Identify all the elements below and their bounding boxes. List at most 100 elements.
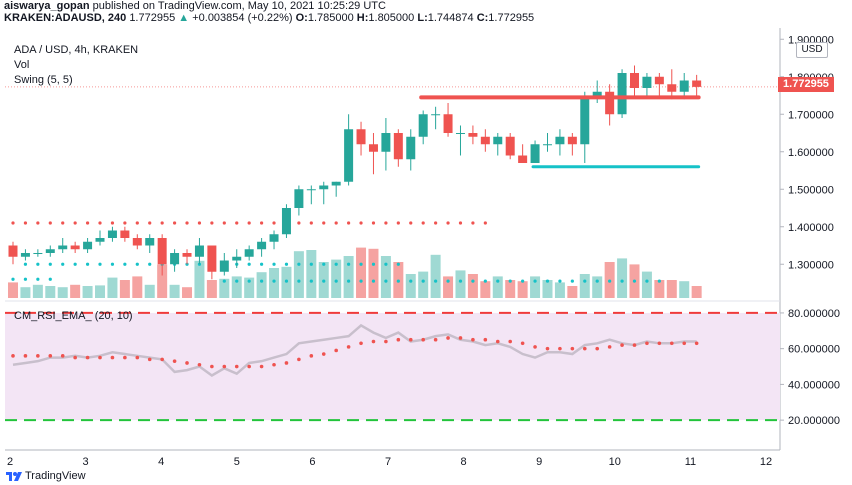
- candle-body: [368, 144, 378, 152]
- rsi-ema-dot: [346, 345, 351, 349]
- swing-high-dot: [172, 221, 177, 225]
- swing-low-dot: [73, 262, 77, 266]
- chart-svg[interactable]: 1.9000001.8000001.7000001.6000001.500000…: [0, 28, 852, 468]
- rsi-line: [12, 323, 697, 377]
- rsi-ema-dot: [284, 361, 289, 365]
- time-tick-label: 3: [83, 456, 89, 468]
- candle-body: [505, 136, 515, 156]
- rsi-ema-dot: [334, 348, 338, 353]
- candle-body: [20, 253, 30, 257]
- swing-low-dot: [347, 262, 351, 266]
- price-tick-label: 1.700000: [788, 109, 834, 121]
- volume-bar: [467, 274, 478, 298]
- rsi-ema-dot: [483, 337, 488, 342]
- candle-body: [170, 253, 180, 265]
- swing-high-dot: [272, 221, 276, 225]
- rsi-ema-dot: [520, 341, 525, 346]
- symbol-label: KRAKEN:ADAUSD, 240: [4, 12, 127, 24]
- swing-low-dot: [359, 279, 363, 283]
- footer-brand[interactable]: TradingView: [25, 470, 86, 482]
- rsi-ema-dot: [508, 339, 512, 344]
- up-arrow-icon: ▲: [178, 12, 190, 24]
- candle-body: [667, 84, 677, 92]
- close-value: 1.772955: [488, 12, 535, 24]
- volume-bar: [443, 276, 454, 298]
- volume-bar: [517, 281, 528, 298]
- candle-body: [455, 133, 465, 134]
- swing-high-dot: [347, 221, 351, 225]
- volume-bar: [231, 276, 242, 298]
- swing-low-dot: [421, 279, 425, 283]
- candle-body: [219, 260, 229, 272]
- swing-low-dot: [483, 279, 487, 283]
- swing-low-dot: [384, 262, 388, 266]
- candle-body: [344, 129, 354, 182]
- swing-low-dot: [11, 277, 15, 281]
- candle-body: [8, 245, 18, 257]
- volume-bar: [380, 256, 391, 298]
- swing-high-dot: [458, 221, 463, 225]
- volume-bar: [654, 280, 665, 298]
- candle-body: [381, 133, 391, 152]
- volume-bar: [244, 277, 255, 298]
- swing-low-dot: [508, 279, 512, 283]
- rsi-ema-dot: [669, 341, 674, 346]
- time-tick-label: 5: [234, 456, 240, 468]
- ohlc-line: KRAKEN:ADAUSD, 240 1.772955 ▲ +0.003854 …: [4, 12, 534, 24]
- swing-low-dot: [396, 262, 400, 266]
- swing-low-dot: [322, 262, 326, 266]
- rsi-ema-dot: [359, 341, 363, 346]
- legend-swing: Swing (5, 5): [14, 74, 73, 86]
- rsi-tick-label: 80.000000: [788, 308, 840, 320]
- candle-body: [70, 245, 80, 250]
- rsi-ema-dot: [48, 354, 53, 358]
- rsi-ema-dot: [632, 343, 637, 347]
- volume-bar: [592, 276, 603, 298]
- rsi-ema-dot: [495, 339, 500, 344]
- candle-body: [393, 133, 403, 160]
- chart-area[interactable]: 1.9000001.8000001.7000001.6000001.500000…: [0, 28, 852, 468]
- rsi-ema-dot: [309, 354, 314, 358]
- swing-high-dot: [135, 221, 139, 225]
- volume-bar: [132, 276, 143, 298]
- volume-bar: [666, 280, 677, 298]
- rsi-ema-dot: [60, 354, 65, 358]
- volume-bar: [219, 278, 230, 298]
- swing-low-dot: [334, 279, 338, 283]
- swing-low-dot: [595, 279, 599, 283]
- candle-body: [692, 80, 702, 87]
- swing-low-dot: [247, 279, 251, 283]
- time-tick-label: 9: [536, 456, 542, 468]
- rsi-ema-dot: [73, 355, 77, 360]
- volume-bar: [356, 247, 367, 298]
- rsi-ema-dot: [421, 337, 425, 342]
- volume-bar: [480, 281, 491, 298]
- price-tick-label: 1.600000: [788, 147, 834, 159]
- candle-body: [542, 144, 552, 146]
- author-name[interactable]: aiswarya_gopan: [4, 0, 90, 12]
- swing-high-dot: [359, 221, 363, 225]
- rsi-ema-dot: [657, 341, 662, 346]
- volume-bar: [505, 280, 516, 298]
- swing-low-dot: [123, 262, 127, 266]
- swing-high-dot: [210, 221, 214, 225]
- candle-body: [431, 114, 441, 116]
- swing-high-dot: [421, 221, 425, 225]
- swing-high-dot: [48, 221, 52, 225]
- price-tick-label: 1.500000: [788, 184, 834, 196]
- swing-high-dot: [322, 221, 326, 225]
- low-label: L:: [417, 12, 428, 24]
- time-tick-label: 12: [760, 456, 772, 468]
- volume-bar: [691, 286, 702, 298]
- candle-body: [518, 155, 528, 163]
- time-tick-label: 10: [609, 456, 621, 468]
- volume-bar: [455, 270, 466, 298]
- candle-body: [580, 95, 590, 145]
- time-tick-label: 7: [385, 456, 391, 468]
- swing-low-dot: [260, 279, 264, 283]
- swing-low-dot: [284, 279, 289, 283]
- rsi-ema-dot: [185, 361, 189, 365]
- rsi-tick-label: 20.000000: [788, 415, 840, 427]
- time-tick-label: 2: [7, 456, 13, 468]
- currency-button[interactable]: USD: [796, 42, 828, 58]
